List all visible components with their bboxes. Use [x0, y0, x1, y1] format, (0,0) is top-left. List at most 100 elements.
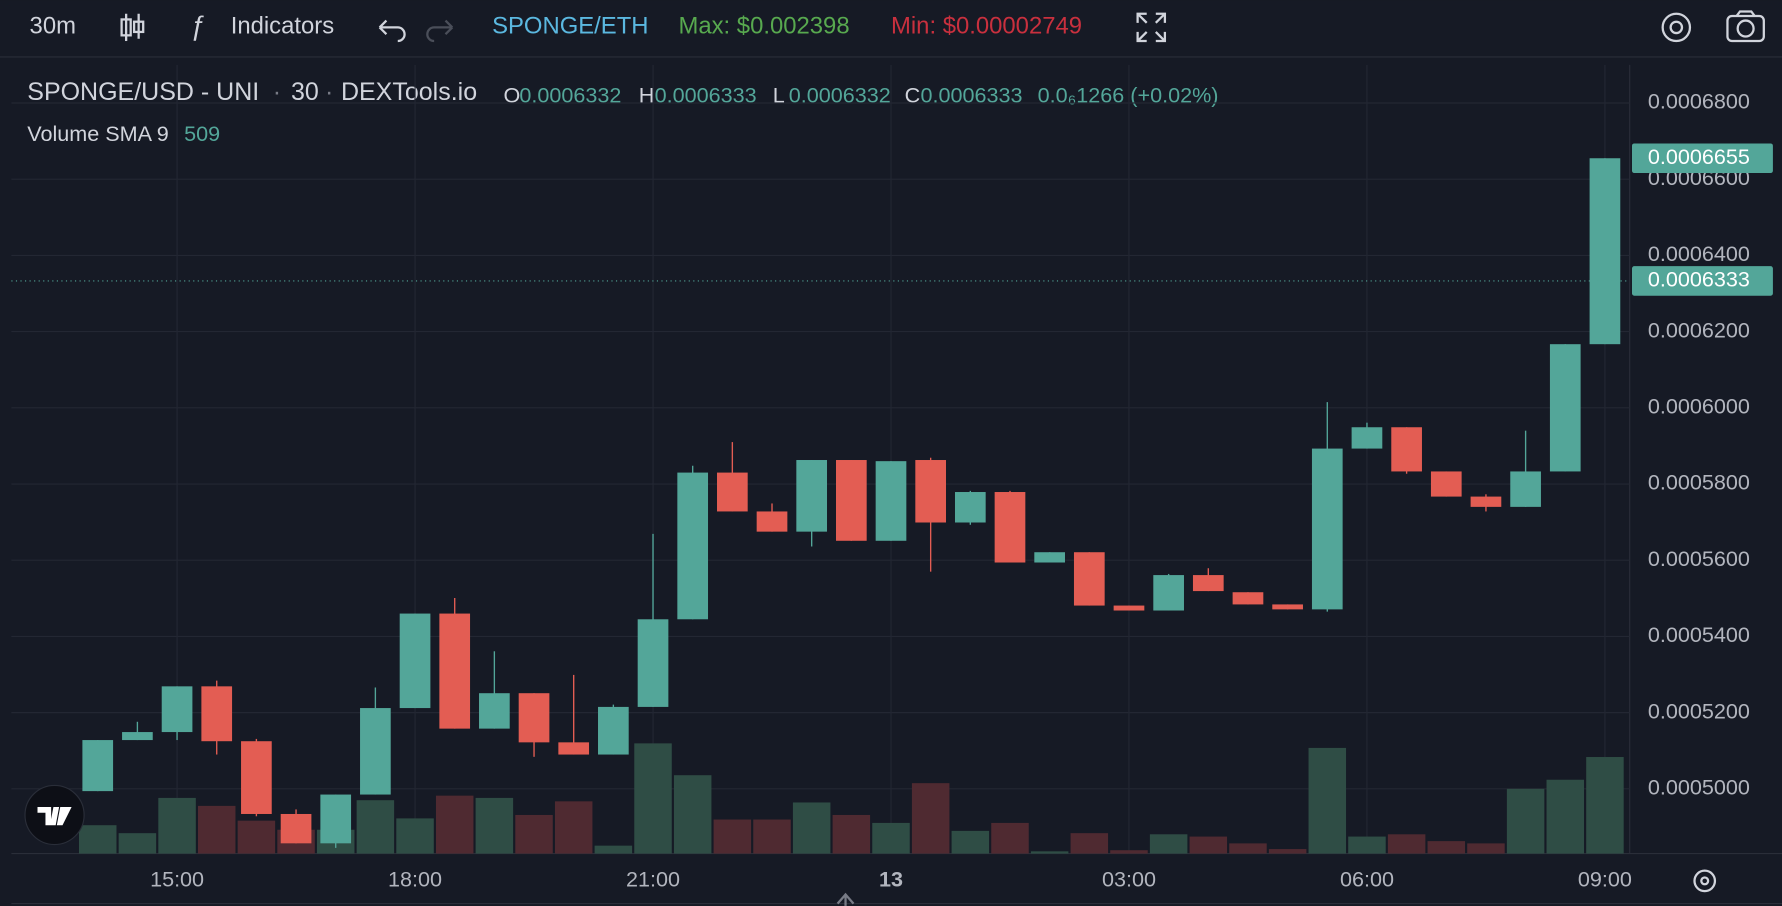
axis-settings-icon[interactable] — [1693, 869, 1717, 893]
interval-button[interactable]: 30m — [30, 13, 76, 40]
candle-body — [1351, 427, 1383, 449]
volume-bar — [872, 822, 910, 854]
ohlc-value: 0.0006332 — [519, 82, 621, 107]
ohlc-label: O — [503, 82, 520, 107]
x-tick-label: 13 — [879, 867, 903, 892]
volume-bar — [118, 833, 157, 854]
max-price: Max: $0.002398 — [678, 13, 849, 40]
separator: · — [273, 78, 281, 106]
volume-bar — [951, 830, 990, 854]
ohlc-label: H — [639, 82, 655, 107]
candle-body — [1549, 344, 1581, 472]
price-tag — [1631, 143, 1773, 174]
candle-body — [875, 461, 907, 541]
fullscreen-icon[interactable] — [1136, 12, 1167, 43]
y-tick-label: 0.0006200 — [1648, 317, 1750, 342]
x-tick-label: 03:00 — [1102, 867, 1156, 892]
x-tick-label: 06:00 — [1340, 867, 1394, 892]
volume-bar — [396, 818, 434, 854]
price-tag — [1631, 266, 1773, 296]
y-tick-label: 0.0006000 — [1648, 394, 1750, 419]
candle-body — [161, 686, 193, 733]
volume-bar — [1149, 834, 1188, 854]
undo-icon[interactable] — [378, 19, 406, 43]
candle-body — [82, 740, 114, 792]
candle-body — [479, 693, 510, 729]
candle-body — [717, 472, 748, 512]
volume-bar — [911, 783, 950, 854]
candle-body — [796, 460, 828, 532]
candle-body — [518, 693, 550, 743]
volume-legend-value: 509 — [184, 121, 220, 146]
volume-bar — [1546, 779, 1585, 854]
candle-body — [915, 460, 947, 523]
candle-body — [1153, 575, 1184, 611]
candle-body — [1470, 496, 1502, 507]
candle-body — [1034, 552, 1065, 563]
volume-bar — [1586, 757, 1624, 854]
pair-link[interactable]: SPONGE/ETH — [492, 13, 648, 40]
logo-glyph — [37, 807, 72, 826]
candle-body — [756, 511, 788, 532]
ohlc-label: C — [905, 82, 921, 107]
y-tick-label: 0.0005400 — [1648, 622, 1750, 647]
volume-bar — [713, 819, 752, 854]
ohlc-value: 0.0006332 — [789, 82, 891, 107]
y-tick-label: 0.0005200 — [1648, 698, 1750, 723]
volume-bar — [1467, 843, 1505, 854]
candle-body — [320, 794, 352, 844]
candle-body — [201, 686, 233, 742]
volume-bar — [594, 845, 633, 854]
candle-body — [637, 619, 669, 707]
redo-icon[interactable] — [426, 19, 454, 43]
volume-bar — [1189, 836, 1228, 854]
legend-source: DEXTools.io — [341, 78, 477, 106]
fx-icon[interactable]: ƒ — [190, 10, 205, 41]
volume-bar — [1229, 843, 1267, 854]
candle-body — [558, 742, 590, 755]
candle-body — [994, 492, 1026, 563]
ohlc-value: 0.0006333 — [921, 82, 1023, 107]
candle-body — [1073, 552, 1105, 606]
volume-bar — [1506, 788, 1545, 854]
candle-body — [1192, 575, 1224, 592]
volume-bar — [475, 797, 514, 854]
ohlc-value: 0.0006333 — [655, 82, 757, 107]
candle-body — [598, 706, 629, 755]
y-tick-label: 0.0005800 — [1648, 470, 1750, 495]
volume-bar — [78, 825, 117, 854]
candle-body — [1113, 605, 1145, 611]
candle-body — [360, 708, 391, 795]
volume-bar — [1268, 849, 1307, 854]
volume-bars — [78, 743, 1624, 854]
settings-icon[interactable] — [1661, 12, 1692, 43]
chart-type-icon[interactable] — [120, 13, 145, 42]
x-tick-label: 09:00 — [1578, 867, 1632, 892]
candle-body — [122, 732, 153, 741]
ohlc-label: L — [773, 82, 785, 107]
candle-body — [1510, 471, 1541, 507]
indicators-button[interactable]: Indicators — [231, 13, 335, 40]
legend-change: 0.0₆1266 (+0.02%) — [1038, 82, 1219, 107]
snapshot-icon[interactable] — [1726, 10, 1765, 43]
volume-bar — [1348, 836, 1386, 854]
grid — [11, 64, 1630, 854]
candle-body — [1232, 592, 1264, 605]
candle-body — [1272, 604, 1303, 610]
candle-body — [1311, 448, 1343, 610]
candle-body — [677, 472, 709, 620]
candle-body — [1589, 158, 1621, 345]
volume-bar — [753, 819, 791, 854]
volume-bar — [515, 814, 553, 854]
volume-bar — [832, 814, 871, 854]
legend-interval: 30 — [291, 78, 319, 106]
candle-body — [439, 613, 471, 729]
symbol-title: SPONGE/USD - UNI — [27, 78, 259, 106]
volume-bar — [435, 795, 474, 854]
volume-bar — [1308, 747, 1347, 854]
x-tick-label: 18:00 — [388, 867, 442, 892]
candle-body — [954, 492, 986, 523]
scroll-arrow[interactable] — [836, 892, 855, 906]
